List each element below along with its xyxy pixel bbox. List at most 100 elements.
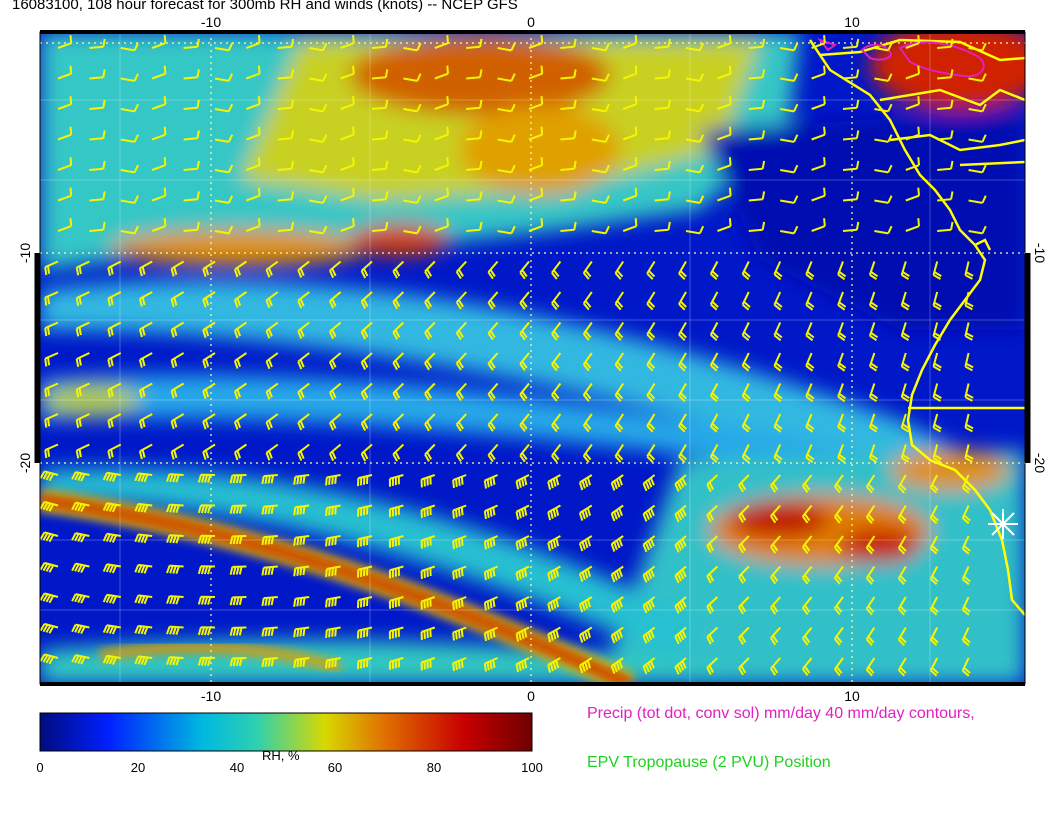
wind-barb-feather (71, 593, 77, 602)
wind-barb (214, 169, 229, 174)
wind-barb-feather (897, 577, 906, 586)
wind-barb-feather (111, 473, 118, 482)
wind-barb-feather (394, 451, 401, 460)
wind-barb (183, 45, 198, 49)
wind-barb-feather (75, 389, 80, 398)
wind-barb-feather (870, 362, 879, 369)
wind-barb-feather (644, 664, 650, 673)
wind-barb-feather (331, 268, 337, 277)
wind-barb-feather (170, 451, 175, 460)
wind-barb-feather (616, 391, 624, 400)
wind-barb-feather (328, 537, 331, 546)
wind-barb (246, 103, 260, 110)
wind-barb-feather (515, 481, 520, 490)
wind-barb-feather (581, 632, 586, 642)
wind-barb-feather (489, 508, 493, 517)
wind-barb-feather (887, 195, 893, 204)
wind-barb-feather (302, 597, 306, 606)
wind-barb (466, 228, 481, 232)
wind-barb-feather (140, 626, 146, 635)
wind-barb-feather (71, 471, 77, 480)
wind-barb-feather (838, 331, 847, 339)
wind-barb-feather (515, 603, 520, 612)
wind-barb-feather (964, 426, 973, 433)
wind-barb-feather (297, 330, 303, 339)
wind-barb-feather (901, 274, 910, 280)
wind-barb-feather (110, 388, 114, 397)
wind-barb-feather (261, 597, 265, 607)
wind-barb (434, 225, 449, 232)
wind-barb-feather (649, 477, 655, 486)
wind-barb-feather (264, 475, 268, 484)
wind-barb-feather (105, 503, 111, 512)
wind-barb-feather (143, 565, 149, 574)
wind-barb (466, 167, 481, 171)
wind-barb-feather (416, 195, 422, 204)
wind-barb-feather (950, 38, 954, 47)
wind-barb-feather (613, 602, 618, 612)
wind-barb-feather (869, 395, 878, 403)
wind-barb-feather (741, 364, 750, 372)
wind-barb-feather (416, 73, 422, 82)
wind-barb-feather (200, 474, 206, 483)
wind-barb-feather (616, 300, 624, 308)
wind-barb-feather (772, 665, 779, 674)
wind-barb-feather (897, 669, 906, 677)
wind-barb-feather (773, 334, 782, 342)
wind-barb (528, 164, 543, 171)
wind-barb-feather (232, 566, 237, 575)
wind-barb-feather (446, 126, 449, 135)
wind-barb-feather (616, 269, 624, 278)
wind-barb-feather (706, 575, 712, 584)
wind-barb-feather (616, 330, 624, 339)
wind-barb (214, 77, 229, 82)
wind-barb (340, 133, 355, 141)
wind-barb-feather (203, 535, 209, 544)
wind-barb-feather (384, 38, 389, 47)
wind-barb-feather (981, 225, 987, 234)
wind-barb-feather (173, 358, 178, 367)
wind-barb (214, 230, 229, 235)
wind-barb-feather (138, 420, 143, 429)
wind-barb (748, 76, 763, 80)
wind-barb-feather (267, 658, 271, 667)
wind-barb (968, 169, 983, 174)
wind-barb-feather (328, 476, 331, 485)
wind-barb-feather (523, 507, 528, 516)
wind-barb-feather (352, 157, 355, 166)
wind-barb-feather (170, 359, 175, 369)
wind-barb (748, 167, 763, 171)
wind-barb-feather (870, 301, 879, 308)
wind-barb-feather (360, 453, 367, 462)
wind-barb-feather (553, 300, 560, 308)
wind-barb-feather (47, 326, 51, 335)
wind-barb-feather (610, 482, 616, 491)
wind-barb-feather (644, 572, 650, 581)
wind-barb (466, 198, 481, 202)
wind-barb (57, 164, 72, 171)
wind-barb (780, 138, 795, 143)
wind-barb-feather (290, 99, 295, 108)
wind-barb-feather (917, 218, 920, 227)
wind-barb-feather (328, 361, 335, 370)
wind-barb-feather (678, 364, 686, 372)
wind-barb-feather (805, 395, 814, 403)
wind-barb-feather (102, 594, 108, 603)
wind-barb-feather (648, 300, 656, 308)
wind-barb-feather (710, 273, 718, 281)
wind-barb-feather (42, 593, 49, 602)
wind-barb (937, 167, 952, 171)
wind-barb-feather (452, 662, 455, 672)
wind-barb-feather (42, 654, 49, 663)
wind-barb-feather (867, 666, 875, 674)
wind-barb-feather (899, 575, 907, 583)
wind-barb-feather (931, 514, 939, 522)
wind-barb-feather (678, 394, 686, 403)
wind-barb-feather (706, 636, 712, 645)
wind-barb-feather (45, 563, 52, 572)
wind-barb-feather (257, 96, 261, 105)
wind-barb-feather (75, 450, 80, 459)
wind-barb-feather (521, 452, 528, 461)
colorbar-tick-80: 80 (426, 760, 442, 775)
wind-barb-feather (44, 327, 48, 337)
